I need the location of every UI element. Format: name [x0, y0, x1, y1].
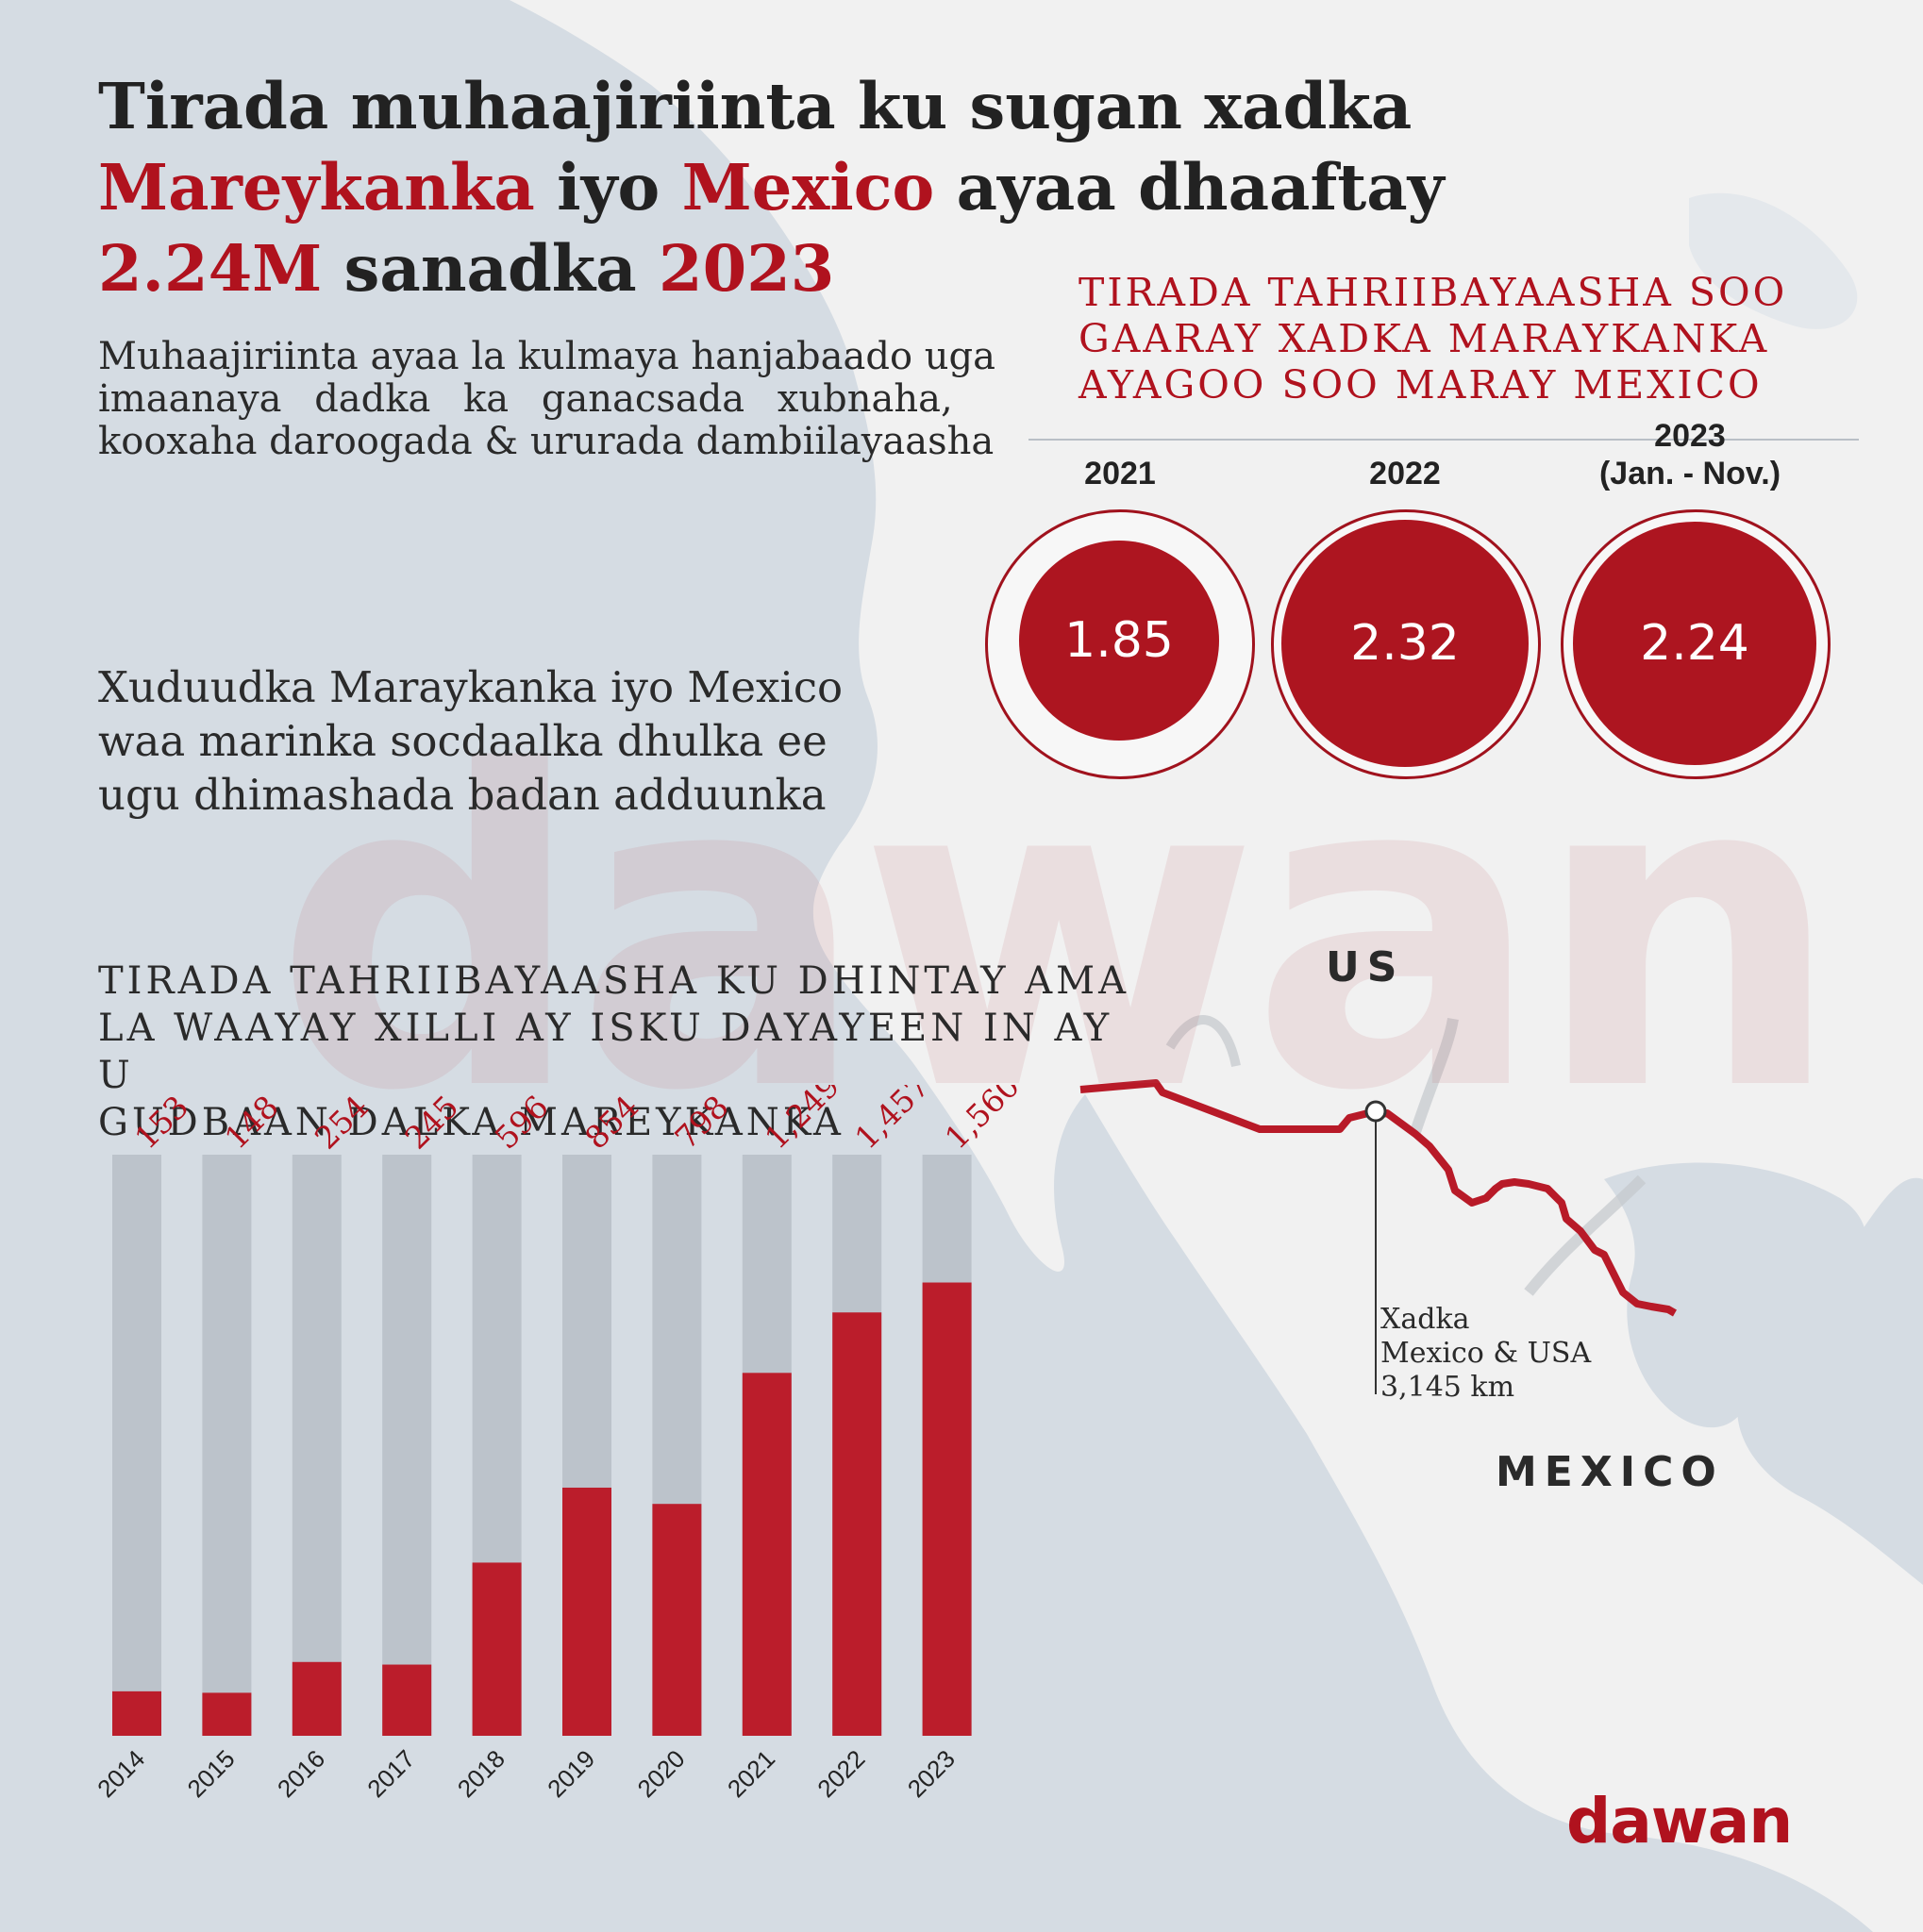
value-label-2018: 596 — [488, 1089, 556, 1157]
migration-arrow-2 — [1410, 1017, 1459, 1134]
bar-2016 — [292, 1661, 342, 1736]
gulf-of-mexico — [1604, 1162, 1867, 1428]
value-label-2019: 854 — [577, 1089, 645, 1157]
map-label-us: US — [1326, 943, 1405, 991]
gulf-of-california — [1095, 1113, 1186, 1305]
deaths-chart-heading: TIRADA TAHRIIBAYAASHA KU DHINTAY AMA LA … — [98, 958, 1136, 1146]
x-tick-2019: 2019 — [542, 1744, 600, 1803]
border-note-line-3: 3,145 km — [1380, 1371, 1515, 1404]
title-verb: ayaa dhaaftay — [934, 150, 1445, 225]
value-label-2020: 798 — [667, 1089, 735, 1157]
bar-2015 — [202, 1692, 252, 1736]
deadliest-line-1: Xuduudka Maraykanka iyo Mexico — [98, 662, 844, 712]
border-callout-dot — [1364, 1100, 1387, 1123]
encounter-year-2021: 2021 — [1084, 456, 1156, 491]
encounter-year-2022: 2022 — [1369, 456, 1441, 491]
title-us: Mareykanka — [98, 150, 535, 225]
bar-track-2015 — [202, 1155, 252, 1736]
north-america-landmass — [510, 0, 1923, 1932]
deaths-bar-chart: 153 2014 148 2015 254 2016 245 2017 596 2018 854 20… — [92, 1085, 1027, 1803]
title-connector: iyo — [534, 150, 682, 225]
intro-text: Muhaajiriinta ayaa la kulmaya hanjabaado… — [98, 336, 1042, 463]
us-mexico-border-line — [1079, 1079, 1677, 1317]
value-label-2022: 1,457 — [847, 1085, 936, 1157]
value-label-2023: 1,560 — [938, 1085, 1027, 1157]
encounters-heading-line-3: AYAGOO SOO MARAY MEXICO — [1079, 362, 1763, 408]
migration-arrow-1 — [1165, 1015, 1241, 1068]
x-tick-2016: 2016 — [272, 1744, 330, 1803]
value-label-2014: 153 — [127, 1089, 195, 1157]
title-line-2: Mareykanka iyo Mexico ayaa dhaaftay — [98, 147, 1513, 228]
bar-2018 — [472, 1562, 522, 1736]
title-year: 2023 — [658, 231, 835, 306]
x-tick-2022: 2022 — [811, 1744, 870, 1803]
intro-line-3: kooxaha daroogada & ururada dambiilayaas… — [98, 420, 995, 463]
bar-2020 — [652, 1504, 702, 1736]
x-tick-2020: 2020 — [632, 1744, 691, 1803]
bar-track-2014 — [112, 1155, 161, 1736]
deaths-heading-line-3: GUDBAAN DALKA MAREYKANKA — [98, 1101, 844, 1144]
value-label-2021: 1,249 — [758, 1085, 846, 1157]
intro-line-2: imaanaya dadka ka ganacsada xubnaha, — [98, 377, 953, 421]
title-line-1: Tirada muhaajiriinta ku sugan xadka — [98, 69, 1413, 143]
watermark: dawan — [274, 681, 1843, 1186]
encounter-value-2022: 2.32 — [1281, 520, 1529, 767]
x-tick-2018: 2018 — [452, 1744, 510, 1803]
encounters-divider — [1028, 439, 1859, 441]
border-length-note: Xadka Mexico & USA 3,145 km — [1380, 1303, 1591, 1405]
map-label-mexico: MEXICO — [1496, 1448, 1724, 1496]
encounters-heading-line-1: TIRADA TAHRIIBAYAASHA SOO — [1079, 270, 1788, 315]
deadliest-line-3: ugu dhimashada badan adduunka — [98, 770, 827, 820]
intro-line-1: Muhaajiriinta ayaa la kulmaya hanjabaado… — [98, 335, 995, 378]
bar-2023 — [922, 1282, 972, 1736]
page-title: Tirada muhaajiriinta ku sugan xadka Mare… — [98, 66, 1513, 309]
value-label-2017: 245 — [397, 1089, 465, 1157]
great-lakes-region — [1689, 192, 1858, 329]
border-note-line-1: Xadka — [1380, 1303, 1470, 1336]
bar-2022 — [832, 1312, 882, 1736]
encounter-value-2021: 1.85 — [1019, 541, 1219, 741]
encounter-year-2023: 2023 — [1654, 418, 1726, 454]
title-mexico: Mexico — [681, 150, 935, 225]
title-line-3: 2.24M sanadka 2023 — [98, 228, 1513, 309]
bar-2017 — [382, 1664, 432, 1736]
value-label-2015: 148 — [217, 1089, 285, 1157]
border-note-line-2: Mexico & USA — [1380, 1337, 1592, 1370]
value-label-2016: 254 — [308, 1089, 376, 1157]
x-tick-2023: 2023 — [902, 1744, 961, 1803]
encounters-heading-line-2: GAARAY XADKA MARAYKANKA — [1079, 316, 1770, 361]
encounter-year-2023-note: (Jan. - Nov.) — [1598, 456, 1781, 491]
encounters-heading: TIRADA TAHRIIBAYAASHA SOO GAARAY XADKA M… — [1079, 270, 1890, 408]
x-tick-2017: 2017 — [361, 1744, 420, 1803]
bar-2014 — [112, 1690, 161, 1736]
deaths-heading-line-2: LA WAAYAY XILLI AY ISKU DAYAYEEN IN AY U — [98, 1007, 1113, 1097]
deaths-heading-line-1: TIRADA TAHRIIBAYAASHA KU DHINTAY AMA — [98, 959, 1130, 1003]
bar-track-2017 — [382, 1155, 432, 1736]
deadliest-route-text: Xuduudka Maraykanka iyo Mexico waa marin… — [98, 660, 995, 822]
x-tick-2014: 2014 — [92, 1744, 150, 1803]
x-tick-2021: 2021 — [722, 1744, 780, 1803]
bar-2019 — [562, 1487, 611, 1736]
x-tick-2015: 2015 — [182, 1744, 241, 1803]
dawan-logo: dawan — [1566, 1785, 1793, 1857]
title-year-word: sanadka — [322, 231, 659, 306]
deadliest-line-2: waa marinka socdaalka dhulka ee — [98, 716, 828, 766]
bar-2021 — [742, 1373, 792, 1736]
title-figure: 2.24M — [98, 231, 323, 306]
bar-track-2016 — [292, 1155, 342, 1736]
encounter-value-2023: 2.24 — [1573, 522, 1816, 765]
